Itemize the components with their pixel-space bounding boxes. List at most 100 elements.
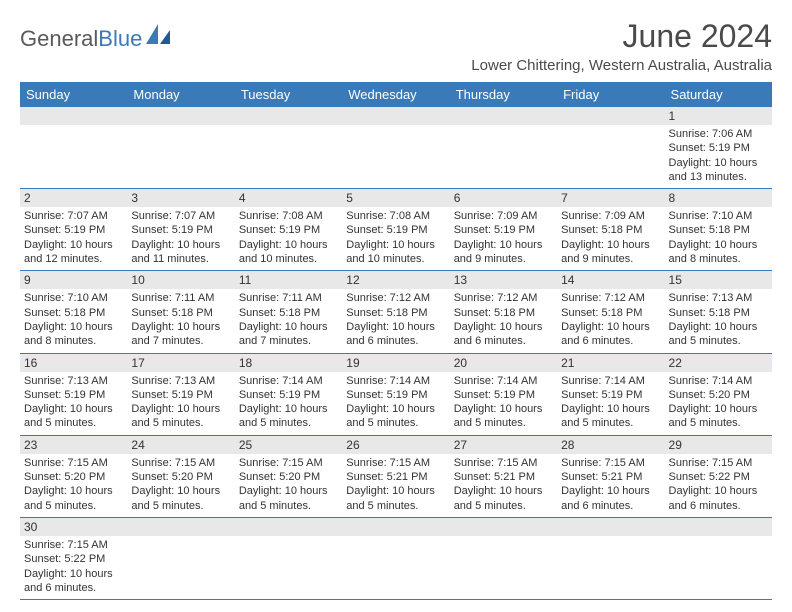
day-body xyxy=(20,125,127,183)
day-sunrise: Sunrise: 7:13 AM xyxy=(131,374,230,388)
day-sunset: Sunset: 5:21 PM xyxy=(454,470,553,484)
calendar-cell xyxy=(20,107,127,189)
day-day1: Daylight: 10 hours xyxy=(561,238,660,252)
day-number xyxy=(665,518,772,536)
day-body: Sunrise: 7:08 AMSunset: 5:19 PMDaylight:… xyxy=(342,207,449,270)
day-body: Sunrise: 7:14 AMSunset: 5:19 PMDaylight:… xyxy=(450,372,557,435)
day-sunrise: Sunrise: 7:10 AM xyxy=(669,209,768,223)
day-day2: and 5 minutes. xyxy=(454,416,553,430)
day-sunrise: Sunrise: 7:12 AM xyxy=(346,291,445,305)
day-number: 19 xyxy=(342,354,449,372)
day-day2: and 5 minutes. xyxy=(24,499,123,513)
day-day1: Daylight: 10 hours xyxy=(669,320,768,334)
day-body: Sunrise: 7:15 AMSunset: 5:21 PMDaylight:… xyxy=(557,454,664,517)
day-body xyxy=(235,125,342,183)
day-sunset: Sunset: 5:18 PM xyxy=(669,223,768,237)
day-header: Thursday xyxy=(450,82,557,107)
day-body: Sunrise: 7:06 AMSunset: 5:19 PMDaylight:… xyxy=(665,125,772,188)
day-body: Sunrise: 7:15 AMSunset: 5:22 PMDaylight:… xyxy=(20,536,127,599)
calendar-cell: 26Sunrise: 7:15 AMSunset: 5:21 PMDayligh… xyxy=(342,435,449,517)
day-sunrise: Sunrise: 7:15 AM xyxy=(561,456,660,470)
calendar-cell: 19Sunrise: 7:14 AMSunset: 5:19 PMDayligh… xyxy=(342,353,449,435)
day-body: Sunrise: 7:13 AMSunset: 5:18 PMDaylight:… xyxy=(665,289,772,352)
day-number xyxy=(127,518,234,536)
calendar-cell xyxy=(450,107,557,189)
day-sunrise: Sunrise: 7:15 AM xyxy=(454,456,553,470)
calendar-cell xyxy=(127,107,234,189)
calendar-cell: 7Sunrise: 7:09 AMSunset: 5:18 PMDaylight… xyxy=(557,189,664,271)
day-day2: and 5 minutes. xyxy=(561,416,660,430)
day-sunset: Sunset: 5:20 PM xyxy=(239,470,338,484)
day-sunrise: Sunrise: 7:14 AM xyxy=(239,374,338,388)
day-number xyxy=(450,518,557,536)
day-body: Sunrise: 7:12 AMSunset: 5:18 PMDaylight:… xyxy=(342,289,449,352)
day-day1: Daylight: 10 hours xyxy=(669,402,768,416)
day-number: 3 xyxy=(127,189,234,207)
day-body: Sunrise: 7:14 AMSunset: 5:19 PMDaylight:… xyxy=(342,372,449,435)
day-day1: Daylight: 10 hours xyxy=(239,320,338,334)
day-day1: Daylight: 10 hours xyxy=(669,484,768,498)
day-number: 28 xyxy=(557,436,664,454)
day-day1: Daylight: 10 hours xyxy=(454,402,553,416)
day-sunrise: Sunrise: 7:15 AM xyxy=(669,456,768,470)
day-day2: and 5 minutes. xyxy=(346,416,445,430)
calendar-cell: 12Sunrise: 7:12 AMSunset: 5:18 PMDayligh… xyxy=(342,271,449,353)
calendar-cell xyxy=(342,517,449,599)
day-day1: Daylight: 10 hours xyxy=(24,320,123,334)
day-day1: Daylight: 10 hours xyxy=(239,238,338,252)
day-number xyxy=(557,518,664,536)
day-sunrise: Sunrise: 7:09 AM xyxy=(561,209,660,223)
day-sunrise: Sunrise: 7:14 AM xyxy=(454,374,553,388)
location-subtitle: Lower Chittering, Western Australia, Aus… xyxy=(471,57,772,74)
calendar-cell: 30Sunrise: 7:15 AMSunset: 5:22 PMDayligh… xyxy=(20,517,127,599)
day-sunset: Sunset: 5:20 PM xyxy=(669,388,768,402)
day-day2: and 5 minutes. xyxy=(239,499,338,513)
calendar-cell xyxy=(127,517,234,599)
calendar-cell: 11Sunrise: 7:11 AMSunset: 5:18 PMDayligh… xyxy=(235,271,342,353)
day-body: Sunrise: 7:09 AMSunset: 5:18 PMDaylight:… xyxy=(557,207,664,270)
day-sunset: Sunset: 5:18 PM xyxy=(239,306,338,320)
day-sunset: Sunset: 5:19 PM xyxy=(131,388,230,402)
day-body: Sunrise: 7:15 AMSunset: 5:21 PMDaylight:… xyxy=(450,454,557,517)
calendar-cell: 4Sunrise: 7:08 AMSunset: 5:19 PMDaylight… xyxy=(235,189,342,271)
calendar-row: 2Sunrise: 7:07 AMSunset: 5:19 PMDaylight… xyxy=(20,189,772,271)
calendar-cell: 27Sunrise: 7:15 AMSunset: 5:21 PMDayligh… xyxy=(450,435,557,517)
day-header: Sunday xyxy=(20,82,127,107)
day-day1: Daylight: 10 hours xyxy=(561,484,660,498)
day-sunrise: Sunrise: 7:10 AM xyxy=(24,291,123,305)
calendar-row: 9Sunrise: 7:10 AMSunset: 5:18 PMDaylight… xyxy=(20,271,772,353)
day-sunrise: Sunrise: 7:08 AM xyxy=(239,209,338,223)
day-sunset: Sunset: 5:21 PM xyxy=(561,470,660,484)
day-body xyxy=(557,125,664,183)
day-sunset: Sunset: 5:19 PM xyxy=(24,223,123,237)
day-sunset: Sunset: 5:19 PM xyxy=(454,223,553,237)
calendar-cell xyxy=(235,517,342,599)
day-sunset: Sunset: 5:21 PM xyxy=(346,470,445,484)
day-sunrise: Sunrise: 7:07 AM xyxy=(131,209,230,223)
day-body: Sunrise: 7:10 AMSunset: 5:18 PMDaylight:… xyxy=(20,289,127,352)
day-day2: and 8 minutes. xyxy=(669,252,768,266)
day-body: Sunrise: 7:09 AMSunset: 5:19 PMDaylight:… xyxy=(450,207,557,270)
day-day1: Daylight: 10 hours xyxy=(239,484,338,498)
day-body: Sunrise: 7:15 AMSunset: 5:20 PMDaylight:… xyxy=(127,454,234,517)
day-sunrise: Sunrise: 7:15 AM xyxy=(131,456,230,470)
day-sunset: Sunset: 5:19 PM xyxy=(346,223,445,237)
day-number: 17 xyxy=(127,354,234,372)
day-body: Sunrise: 7:12 AMSunset: 5:18 PMDaylight:… xyxy=(557,289,664,352)
day-sunrise: Sunrise: 7:14 AM xyxy=(669,374,768,388)
day-number: 30 xyxy=(20,518,127,536)
day-number xyxy=(342,107,449,125)
day-number: 15 xyxy=(665,271,772,289)
day-body: Sunrise: 7:13 AMSunset: 5:19 PMDaylight:… xyxy=(20,372,127,435)
calendar-cell: 29Sunrise: 7:15 AMSunset: 5:22 PMDayligh… xyxy=(665,435,772,517)
day-sunset: Sunset: 5:18 PM xyxy=(346,306,445,320)
calendar-cell: 28Sunrise: 7:15 AMSunset: 5:21 PMDayligh… xyxy=(557,435,664,517)
calendar-cell: 25Sunrise: 7:15 AMSunset: 5:20 PMDayligh… xyxy=(235,435,342,517)
calendar-cell: 10Sunrise: 7:11 AMSunset: 5:18 PMDayligh… xyxy=(127,271,234,353)
day-day2: and 5 minutes. xyxy=(669,334,768,348)
day-number: 6 xyxy=(450,189,557,207)
day-sunset: Sunset: 5:19 PM xyxy=(24,388,123,402)
day-sunrise: Sunrise: 7:11 AM xyxy=(131,291,230,305)
calendar-cell: 15Sunrise: 7:13 AMSunset: 5:18 PMDayligh… xyxy=(665,271,772,353)
day-number: 4 xyxy=(235,189,342,207)
